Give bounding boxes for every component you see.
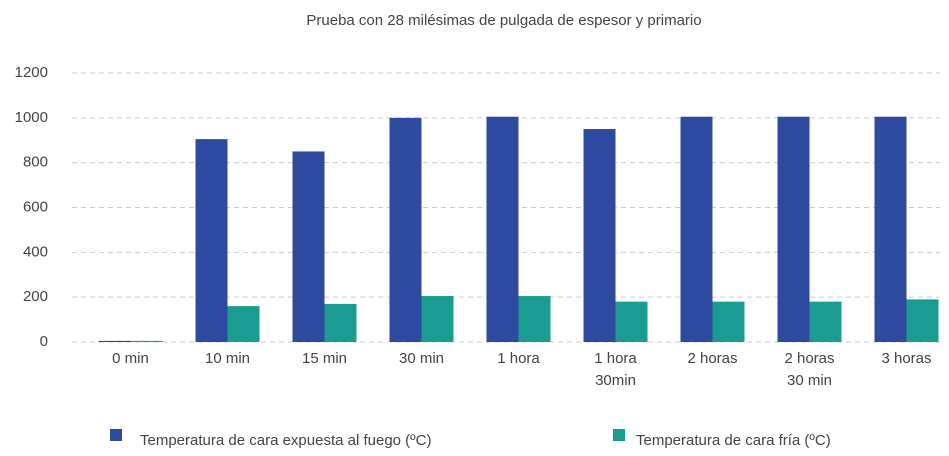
y-tick-label: 1000 <box>15 109 48 126</box>
x-tick-label: 10 min <box>205 350 250 367</box>
bar <box>98 340 131 342</box>
x-tick-label: 2 horas 30 min <box>784 350 834 389</box>
legend-label: Temperatura de cara expuesta al fuego (º… <box>140 432 431 449</box>
x-tick-label: 1 hora <box>497 350 540 367</box>
bar <box>130 340 163 342</box>
bar <box>615 301 648 342</box>
legend-swatch <box>110 429 122 441</box>
bar <box>680 116 713 343</box>
y-tick-label: 600 <box>23 198 48 215</box>
bar <box>712 301 745 342</box>
bar <box>777 116 810 343</box>
bar <box>518 296 551 342</box>
y-tick-label: 0 <box>40 333 48 350</box>
bar <box>874 116 907 343</box>
bar <box>906 299 939 342</box>
x-tick-label: 3 horas <box>881 350 931 367</box>
y-tick-label: 200 <box>23 288 48 305</box>
x-tick-label: 30 min <box>399 350 444 367</box>
chart-title: Prueba con 28 milésimas de pulgada de es… <box>306 12 701 29</box>
y-tick-label: 400 <box>23 243 48 260</box>
x-tick-label: 2 horas <box>687 350 737 367</box>
bar <box>809 301 842 342</box>
legend-label: Temperatura de cara fría (ºC) <box>636 432 831 449</box>
bar <box>324 303 357 342</box>
bar <box>486 116 519 343</box>
x-tick-label: 0 min <box>112 350 149 367</box>
bar <box>389 117 422 342</box>
bar <box>227 306 260 342</box>
bar <box>583 129 616 342</box>
bar <box>421 296 454 342</box>
x-tick-label: 15 min <box>302 350 347 367</box>
bar <box>292 151 325 342</box>
legend-swatch <box>613 429 625 441</box>
y-tick-label: 800 <box>23 154 48 171</box>
x-tick-label: 1 hora 30min <box>594 350 637 389</box>
y-tick-label: 1200 <box>15 64 48 81</box>
bar <box>195 139 228 342</box>
